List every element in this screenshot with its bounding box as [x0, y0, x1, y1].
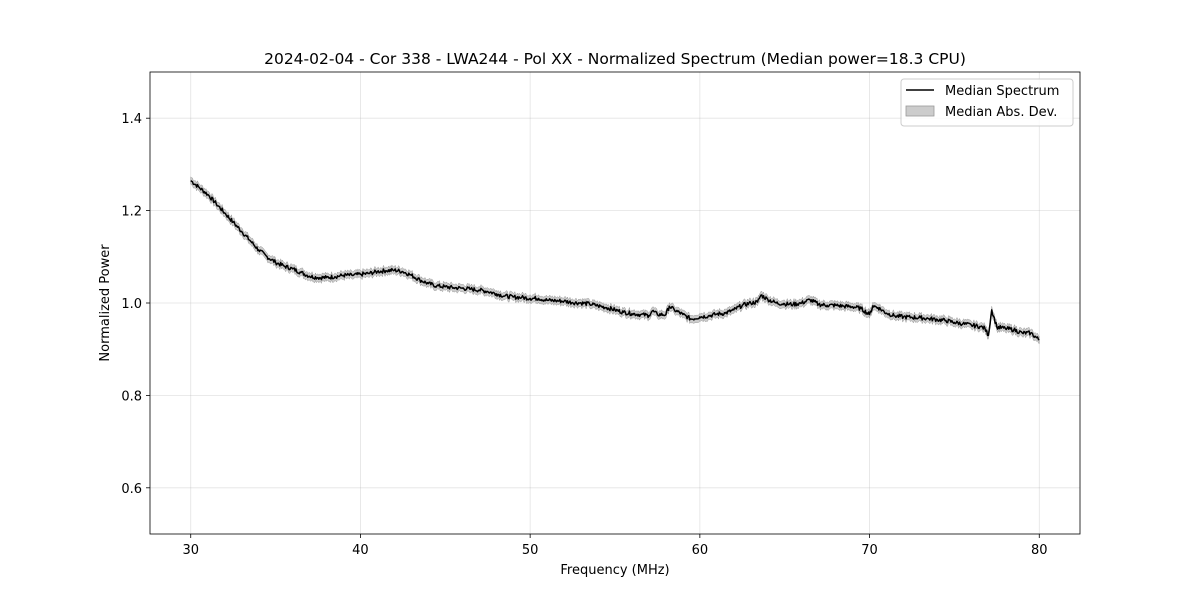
legend-label-median-abs-dev: Median Abs. Dev.	[945, 105, 1057, 120]
legend: Median Spectrum Median Abs. Dev.	[900, 78, 1074, 127]
x-tick-label: 70	[861, 543, 878, 558]
chart-title: 2024-02-04 - Cor 338 - LWA244 - Pol XX -…	[264, 50, 966, 68]
x-axis: 30 40 50 60 70 80	[182, 534, 1048, 558]
y-axis-label: Normalized Power	[98, 244, 113, 362]
median-spectrum-path	[190, 180, 1040, 341]
x-tick-label: 60	[692, 543, 709, 558]
y-tick-label: 1.2	[121, 205, 142, 220]
median-spectrum-line	[190, 180, 1040, 341]
grid	[150, 72, 1080, 534]
legend-label-median-spectrum: Median Spectrum	[945, 84, 1059, 99]
x-tick-label: 50	[522, 543, 539, 558]
y-tick-label: 1.4	[121, 112, 142, 127]
median-abs-dev-band-area	[190, 176, 1040, 345]
y-tick-label: 1.0	[121, 297, 142, 312]
legend-box	[900, 78, 1074, 127]
x-axis-label: Frequency (MHz)	[560, 563, 669, 578]
x-tick-label: 40	[352, 543, 369, 558]
legend-band-swatch	[905, 105, 935, 117]
x-tick-label: 80	[1031, 543, 1048, 558]
median-abs-dev-band	[190, 176, 1040, 345]
y-tick-label: 0.6	[121, 482, 142, 497]
x-tick-label: 30	[182, 543, 199, 558]
y-axis: 0.6 0.8 1.0 1.2 1.4	[121, 112, 150, 497]
y-tick-label: 0.8	[121, 389, 142, 404]
